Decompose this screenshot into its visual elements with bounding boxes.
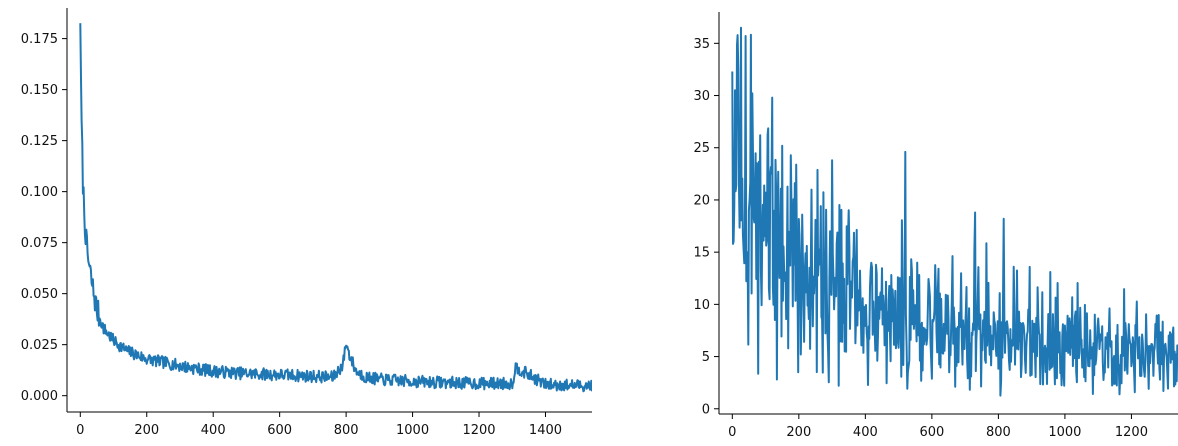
y-tick-label: 0.150 xyxy=(21,83,58,98)
y-tick-label: 30 xyxy=(693,89,710,104)
x-tick-label: 0 xyxy=(728,425,736,440)
x-tick-label: 1400 xyxy=(529,423,562,438)
x-tick-label: 0 xyxy=(76,423,84,438)
series-line xyxy=(79,23,592,393)
x-tick-label: 600 xyxy=(267,423,292,438)
y-tick-label: 0.175 xyxy=(21,32,58,47)
y-tick-label: 10 xyxy=(693,298,710,313)
x-tick-label: 1000 xyxy=(396,423,429,438)
x-tick-label: 400 xyxy=(853,425,878,440)
x-tick-label: 1200 xyxy=(462,423,495,438)
chart-loss-right: 0 200 400 600 800 1000 1200 0 5 10 15 20 25 30 35 xyxy=(693,12,1178,440)
y-tick-label: 25 xyxy=(693,141,710,156)
x-tick-label: 800 xyxy=(334,423,359,438)
y-tick-label: 0.000 xyxy=(21,389,58,404)
x-tick-label: 1200 xyxy=(1115,425,1148,440)
x-tick-label: 200 xyxy=(786,425,811,440)
x-tick-label: 200 xyxy=(134,423,159,438)
y-tick-label: 15 xyxy=(693,246,710,261)
y-tick-label: 35 xyxy=(693,37,710,52)
x-tick-label: 400 xyxy=(201,423,226,438)
x-tick-label: 800 xyxy=(986,425,1011,440)
x-tick-label: 1000 xyxy=(1048,425,1081,440)
y-tick-label: 0 xyxy=(702,402,710,417)
chart-loss-left: 0 200 400 600 800 1000 1200 1400 0.000 0.025 0.050… xyxy=(21,8,592,438)
y-tick-label: 20 xyxy=(693,193,710,208)
y-tick-label: 0.125 xyxy=(21,134,58,149)
y-tick-label: 0.075 xyxy=(21,236,58,251)
y-tick-label: 5 xyxy=(702,350,710,365)
y-tick-label: 0.100 xyxy=(21,185,58,200)
y-tick-label: 0.025 xyxy=(21,338,58,353)
y-tick-label: 0.050 xyxy=(21,287,58,302)
series-line xyxy=(731,26,1178,397)
x-tick-label: 600 xyxy=(919,425,944,440)
